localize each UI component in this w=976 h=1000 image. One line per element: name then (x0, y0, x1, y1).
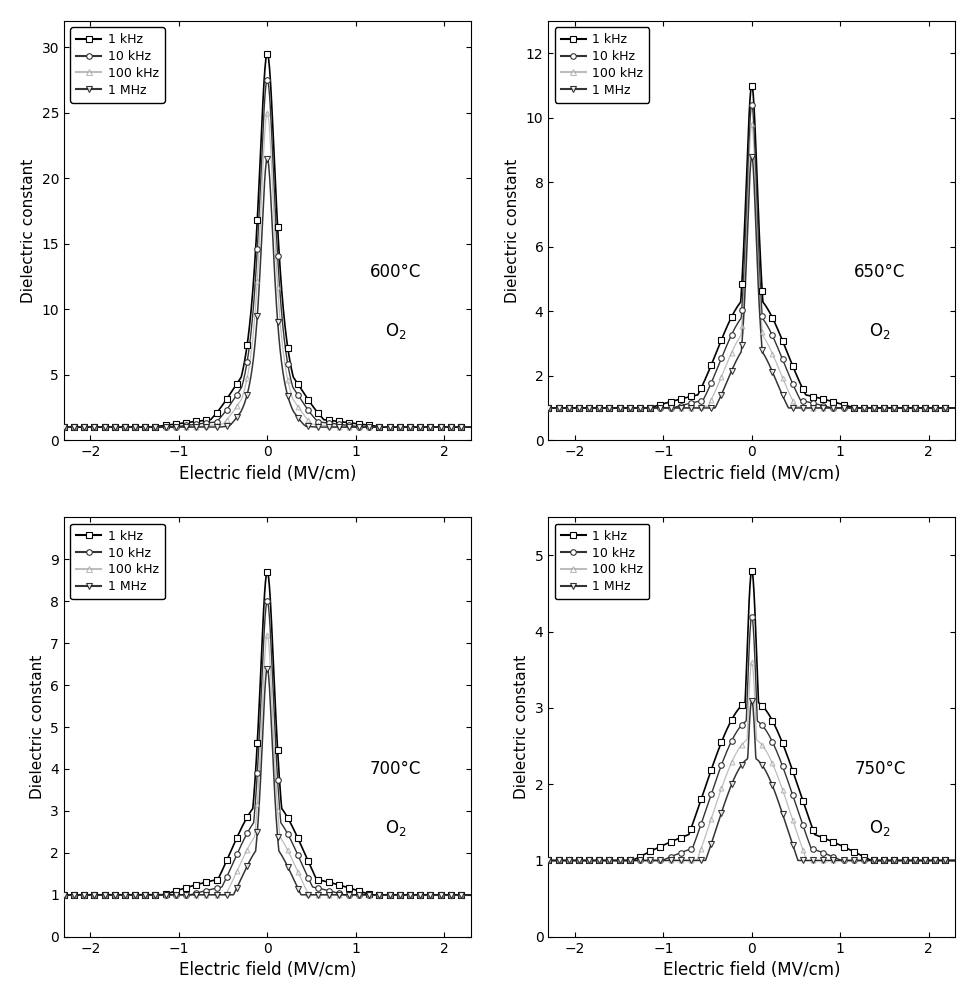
Y-axis label: Dielectric constant: Dielectric constant (20, 158, 36, 303)
Legend: 1 kHz, 10 kHz, 100 kHz, 1 MHz: 1 kHz, 10 kHz, 100 kHz, 1 MHz (554, 27, 649, 103)
Text: O$_2$: O$_2$ (870, 818, 891, 838)
Text: 700°C: 700°C (370, 760, 422, 778)
X-axis label: Electric field (MV/cm): Electric field (MV/cm) (663, 961, 840, 979)
Legend: 1 kHz, 10 kHz, 100 kHz, 1 MHz: 1 kHz, 10 kHz, 100 kHz, 1 MHz (70, 524, 165, 599)
Y-axis label: Dielectric constant: Dielectric constant (506, 158, 520, 303)
Text: 650°C: 650°C (854, 263, 906, 281)
Text: 750°C: 750°C (854, 760, 906, 778)
Y-axis label: Dielectric constant: Dielectric constant (29, 655, 45, 799)
Legend: 1 kHz, 10 kHz, 100 kHz, 1 MHz: 1 kHz, 10 kHz, 100 kHz, 1 MHz (70, 27, 165, 103)
Text: 600°C: 600°C (370, 263, 422, 281)
Legend: 1 kHz, 10 kHz, 100 kHz, 1 MHz: 1 kHz, 10 kHz, 100 kHz, 1 MHz (554, 524, 649, 599)
X-axis label: Electric field (MV/cm): Electric field (MV/cm) (179, 961, 356, 979)
X-axis label: Electric field (MV/cm): Electric field (MV/cm) (663, 465, 840, 483)
Y-axis label: Dielectric constant: Dielectric constant (514, 655, 529, 799)
Text: O$_2$: O$_2$ (385, 818, 406, 838)
X-axis label: Electric field (MV/cm): Electric field (MV/cm) (179, 465, 356, 483)
Text: O$_2$: O$_2$ (385, 321, 406, 341)
Text: O$_2$: O$_2$ (870, 321, 891, 341)
